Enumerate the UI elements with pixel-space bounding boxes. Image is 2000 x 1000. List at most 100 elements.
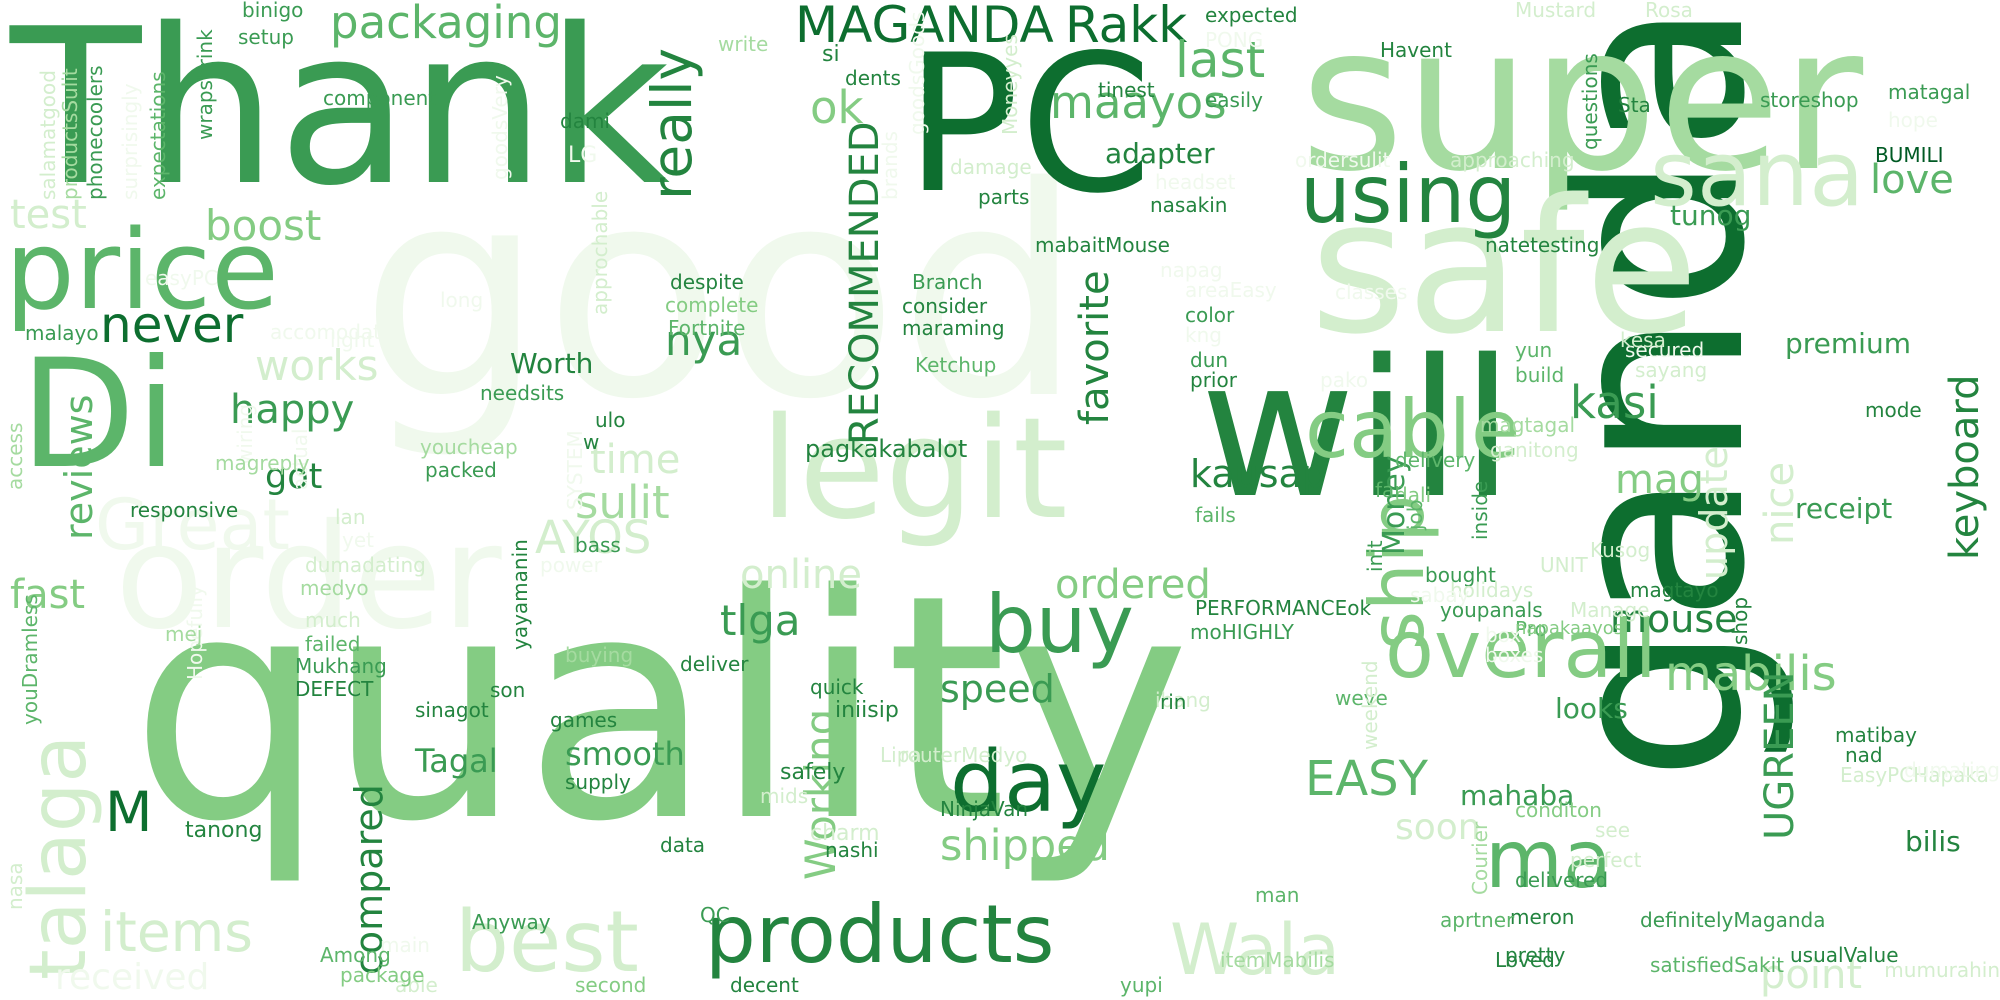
- word-goodsgoods: goodsGoods: [905, 11, 929, 135]
- word-supply: supply: [565, 770, 631, 794]
- word-sana: sana: [1650, 122, 1865, 227]
- word-access: access: [3, 422, 27, 490]
- word-weve: weve: [1335, 686, 1388, 710]
- word-premium: premium: [1785, 327, 1911, 360]
- word-routermedyo: routerMedyo: [900, 743, 1028, 767]
- word-nice: nice: [1757, 461, 1803, 545]
- word-received: received: [55, 957, 210, 998]
- word-ok: ok: [810, 81, 864, 134]
- word-tlga: tlga: [720, 596, 801, 645]
- word-safely: safely: [780, 760, 846, 785]
- word-setup: setup: [238, 25, 294, 49]
- word-aprtner: aprtner: [1440, 908, 1515, 932]
- word-sabay: sabay: [1410, 583, 1470, 607]
- word-ugreen: UGREEN: [1757, 671, 1803, 840]
- word-pc: PC: [905, 14, 1153, 235]
- word-will: will: [1200, 319, 1514, 540]
- word-ordered: ordered: [1055, 562, 1211, 608]
- word-online: online: [740, 552, 863, 598]
- word-really: really: [640, 47, 704, 200]
- word-dami: dami: [560, 109, 610, 133]
- word-mohighly: moHIGHLY: [1190, 620, 1294, 644]
- word-pretty: pretty: [1505, 943, 1566, 967]
- word-maayos: maayos: [1050, 76, 1227, 129]
- word-cable: cable: [1305, 383, 1521, 476]
- word-nasakin: nasakin: [1150, 193, 1228, 217]
- word-mumurahin: mumurahin: [1884, 958, 2000, 982]
- word-quick: quick: [810, 675, 864, 699]
- word-decent: decent: [730, 973, 799, 997]
- word-much: much: [305, 608, 361, 632]
- word-good: good: [360, 126, 1084, 463]
- word-easy: EASY: [1305, 751, 1428, 807]
- word-ninjavan: NinjaVan: [940, 797, 1029, 821]
- word-complete: complete: [665, 293, 759, 317]
- word-soon: soon: [1395, 807, 1481, 848]
- word-component: component: [323, 86, 437, 110]
- word-expected: expected: [1205, 3, 1298, 27]
- word-items: items: [100, 900, 253, 964]
- word-napag: napag: [1160, 258, 1223, 282]
- word-nasa: nasa: [3, 862, 27, 910]
- word-youdramless: youDramless: [18, 594, 42, 725]
- word-see: see: [1595, 818, 1631, 842]
- word-magreply: magreply: [215, 451, 310, 475]
- word-charm: charm: [810, 821, 880, 846]
- word-packed: packed: [425, 458, 497, 482]
- word-boxes: boxes: [1485, 643, 1544, 667]
- word-looks: looks: [1555, 692, 1628, 725]
- word-ordersulit: ordersulit: [1295, 148, 1391, 172]
- word-sta: Sta: [1618, 93, 1651, 117]
- word-time: time: [590, 437, 681, 483]
- word-mabilis: mabilis: [1665, 646, 1837, 702]
- word-delivery: delivery: [1395, 448, 1476, 472]
- word-able: able: [395, 973, 438, 997]
- word-lipa: Lipa: [880, 743, 922, 767]
- word-smooth: smooth: [565, 735, 685, 773]
- word-deliver: deliver: [680, 652, 749, 676]
- word-fortnite: Fortnite: [668, 316, 746, 340]
- word-speed: speed: [940, 667, 1055, 711]
- word-failed: failed: [305, 632, 361, 656]
- word-buying: buying: [565, 643, 634, 667]
- word-youpanals: youpanals: [1440, 598, 1543, 622]
- word-yayamanin: yayamanin: [508, 539, 532, 650]
- word-safe: safe: [1310, 159, 1699, 375]
- word-point: point: [1760, 952, 1863, 998]
- word-mej: mej: [165, 622, 203, 646]
- word-pagkakabalot: pagkakabalot: [805, 435, 968, 463]
- word-worth: Worth: [510, 347, 594, 380]
- word-data: data: [660, 833, 706, 857]
- word-shipped: shipped: [940, 821, 1110, 871]
- word-kausap: kausap: [1190, 452, 1326, 496]
- word-tunog: tunog: [1670, 199, 1752, 232]
- word-bilis: bilis: [1905, 825, 1961, 858]
- word-test: test: [10, 192, 87, 238]
- word-moneyyes: Moneyyes: [998, 34, 1022, 135]
- word-iniisip: iniisip: [835, 698, 899, 723]
- word-napakaayos: napakaayos: [1515, 618, 1624, 639]
- word-questions: questions: [1578, 53, 1602, 150]
- word-boost: boost: [205, 201, 322, 250]
- word-build: build: [1515, 363, 1565, 387]
- word-usualvalue: usualValue: [1790, 943, 1899, 967]
- word-delivered: delivered: [1515, 868, 1609, 892]
- word-never: never: [100, 296, 244, 354]
- word-surprisingly: surprisingly: [118, 83, 142, 200]
- word-storeshop: storeshop: [1760, 88, 1859, 112]
- word-inside: inside: [1468, 480, 1492, 540]
- word-matibay: matibay: [1835, 723, 1917, 747]
- word-manage: Manage: [1570, 598, 1650, 622]
- word-overall: overall: [1385, 603, 1657, 696]
- word-nashi: nashi: [825, 838, 879, 862]
- word-favorite: favorite: [1072, 270, 1118, 425]
- word-anyway: Anyway: [472, 910, 551, 934]
- word-fails: fails: [1195, 503, 1236, 527]
- word-natetesting: natetesting: [1485, 233, 1600, 257]
- word-pong: PONG: [1205, 28, 1264, 52]
- word-nad: nad: [1845, 743, 1883, 767]
- word-conditon: conditon: [1515, 798, 1602, 822]
- word-maraming: maraming: [902, 316, 1005, 340]
- word-far: far: [1375, 478, 1403, 502]
- word-write: write: [718, 32, 769, 56]
